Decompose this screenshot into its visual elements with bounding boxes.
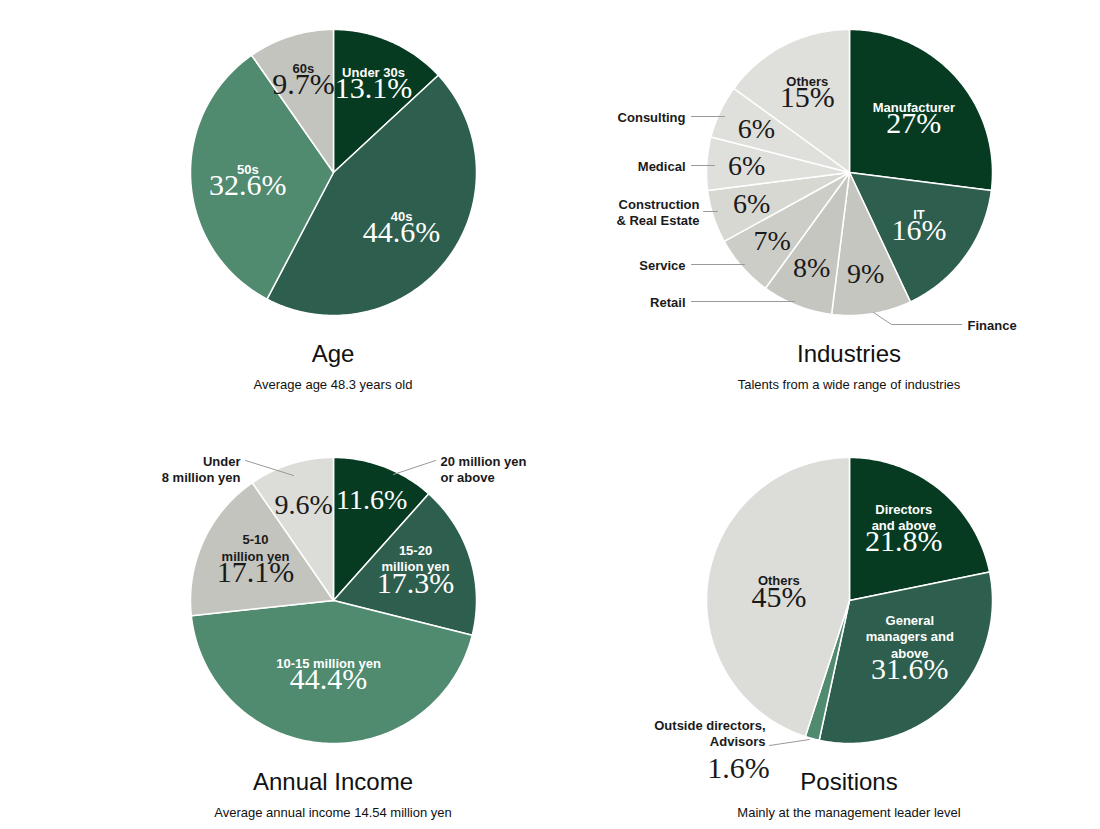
svg-text:9.6%: 9.6% [275,489,333,520]
svg-text:9%: 9% [847,258,884,289]
svg-text:Consulting: Consulting [618,110,686,125]
svg-text:11.6%: 11.6% [336,484,407,515]
svg-text:45%: 45% [751,580,806,613]
svg-text:Finance: Finance [968,318,1017,333]
svg-text:16%: 16% [891,213,946,246]
svg-text:27%: 27% [886,106,941,139]
svg-text:Service: Service [639,258,685,273]
svg-text:6%: 6% [733,188,770,219]
svg-text:6%: 6% [738,113,775,144]
svg-text:Construction& Real Estate: Construction& Real Estate [616,197,699,228]
svg-text:20 million yenor above: 20 million yenor above [441,454,527,485]
svg-text:Under8 million yen: Under8 million yen [162,454,241,485]
svg-text:44.6%: 44.6% [363,215,441,248]
svg-text:44.4%: 44.4% [290,662,368,695]
svg-text:6%: 6% [728,150,765,181]
svg-text:21.8%: 21.8% [865,524,943,557]
svg-text:1.6%: 1.6% [707,751,770,784]
svg-text:8%: 8% [793,252,830,283]
svg-text:Medical: Medical [638,159,686,174]
svg-text:17.3%: 17.3% [377,566,455,599]
svg-text:7%: 7% [754,225,791,256]
svg-text:9.7%: 9.7% [272,67,335,100]
svg-text:Outside directors,Advisors: Outside directors,Advisors [654,718,765,749]
svg-text:15%: 15% [780,80,835,113]
svg-text:13.1%: 13.1% [335,71,413,104]
svg-text:32.6%: 32.6% [209,168,287,201]
svg-text:31.6%: 31.6% [871,652,949,685]
svg-text:Retail: Retail [650,295,685,310]
svg-text:17.1%: 17.1% [217,555,295,588]
